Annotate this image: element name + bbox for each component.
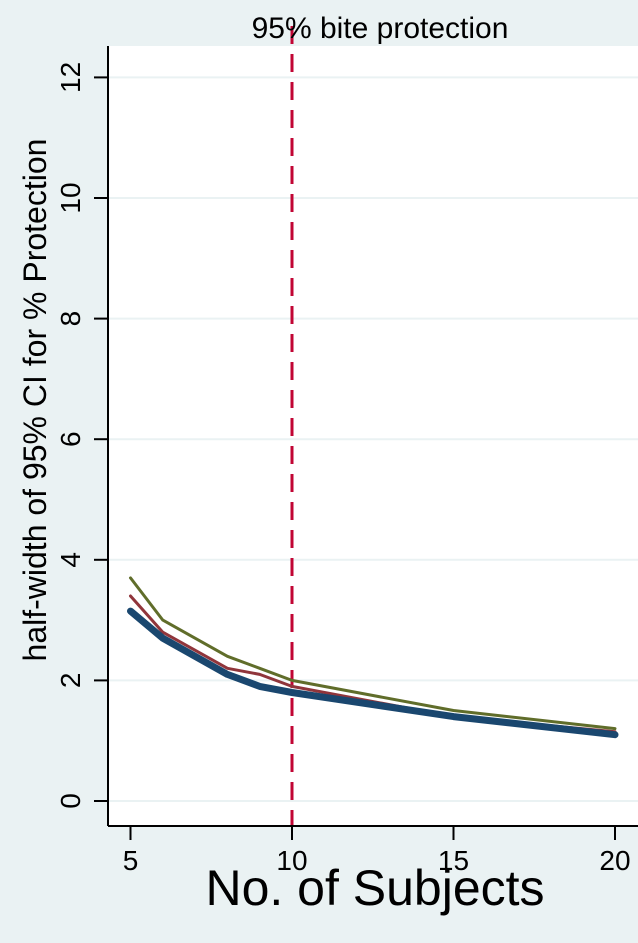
y-tick-label: 12 <box>55 62 86 93</box>
y-tick-label: 4 <box>55 552 86 568</box>
y-axis-title: half-width of 95% CI for % Protection <box>17 139 53 662</box>
chart-title: 95% bite protection <box>252 12 509 45</box>
x-tick-label: 5 <box>123 845 139 876</box>
y-tick-label: 8 <box>55 311 86 327</box>
x-axis-title: No. of Subjects <box>205 860 544 916</box>
x-tick-label: 20 <box>599 845 630 876</box>
y-tick-label: 0 <box>55 793 86 809</box>
y-tick-label: 6 <box>55 431 86 447</box>
plot-area <box>108 46 638 826</box>
y-tick-label: 10 <box>55 182 86 213</box>
y-tick-label: 2 <box>55 673 86 689</box>
